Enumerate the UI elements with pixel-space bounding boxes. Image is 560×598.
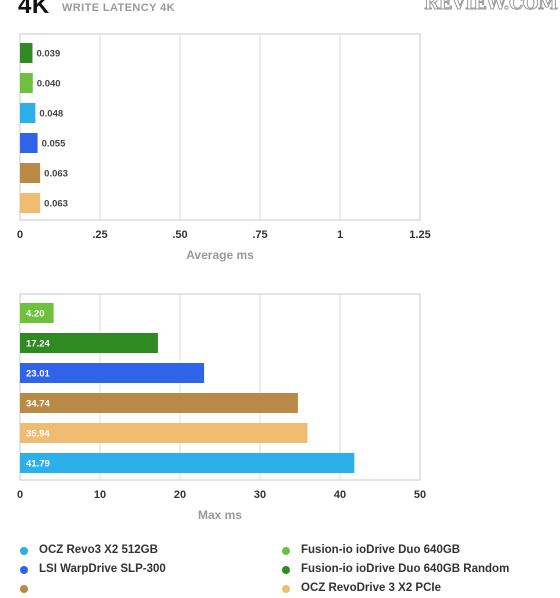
x-tick-label: 20 (174, 489, 186, 501)
legend-swatch (282, 547, 290, 555)
x-tick-label: 1.25 (409, 229, 430, 241)
bar-value-label: 23.01 (26, 369, 50, 380)
x-tick-label: .75 (252, 229, 267, 241)
bar-value-label: 0.048 (39, 109, 63, 120)
x-tick-label: 40 (334, 489, 346, 501)
x-axis-title: Average ms (186, 248, 254, 262)
page-title: 4K (18, 0, 50, 19)
bar (20, 393, 298, 413)
site-logo: REVIEW.COM (423, 0, 558, 15)
legend-label: Fusion-io ioDrive Duo 640GB (301, 544, 461, 556)
chart-legend: OCZ Revo3 X2 512GB Fusion-io ioDrive Duo… (0, 538, 560, 598)
header: 4K WRITE LATENCY 4K REVIEW.COM (0, 0, 560, 19)
bar (20, 423, 308, 443)
x-tick-label: .25 (92, 229, 107, 241)
bar-value-label: 17.24 (26, 339, 50, 350)
bar-value-label: 0.063 (44, 199, 68, 210)
bar (20, 73, 33, 93)
bar-value-label: 0.063 (44, 169, 68, 180)
bar-value-label: 35.94 (26, 429, 50, 440)
x-axis-title: Max ms (198, 508, 242, 522)
plot-frame (19, 33, 421, 221)
page-subtitle: WRITE LATENCY 4K (62, 2, 175, 14)
bar (20, 163, 41, 183)
legend-swatch (20, 585, 28, 593)
x-tick-label: 1 (337, 229, 343, 241)
bar-value-label: 41.79 (26, 459, 50, 470)
legend-label: Fusion-io ioDrive Duo 640GB Random (301, 563, 510, 575)
bar (20, 303, 54, 323)
bar (20, 103, 36, 123)
legend-swatch (20, 566, 28, 574)
max-latency-chart: 0 10 20 30 40 50 Max ms 4.20 17.24 23.01 34.74 35.9… (17, 293, 426, 522)
x-tick-label: 10 (94, 489, 106, 501)
bar (20, 453, 355, 473)
bar (20, 363, 205, 383)
bar (20, 133, 38, 153)
legend-swatch (282, 566, 290, 574)
bar-value-label: 0.040 (37, 79, 61, 90)
legend-label: LSI WarpDrive SLP-300 (39, 563, 166, 575)
average-latency-chart: 0 .25 .50 .75 1 1.25 Average ms 0.039 0.040 0.048… (17, 33, 431, 262)
bar (20, 193, 41, 213)
bar-value-label: 0.055 (42, 139, 66, 150)
legend-swatch (20, 547, 28, 555)
plot-frame (19, 293, 421, 481)
x-tick-label: 0 (17, 489, 23, 501)
legend-swatch (282, 585, 290, 593)
bar-value-label: 0.039 (36, 49, 60, 60)
bar (20, 333, 158, 353)
bar-value-label: 34.74 (26, 399, 50, 410)
bar-value-label: 4.20 (26, 309, 45, 320)
legend-label: OCZ RevoDrive 3 X2 PCIe (301, 582, 441, 594)
x-tick-label: .50 (172, 229, 187, 241)
bar (20, 43, 33, 63)
x-tick-label: 0 (17, 229, 23, 241)
legend-label: OCZ Revo3 X2 512GB (39, 544, 158, 556)
x-tick-label: 50 (414, 489, 426, 501)
x-tick-label: 30 (254, 489, 266, 501)
